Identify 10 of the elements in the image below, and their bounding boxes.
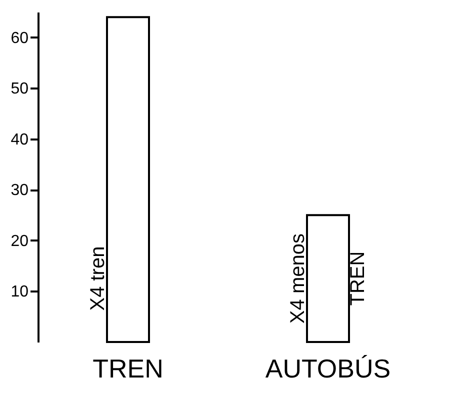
annotation: X4 tren (87, 246, 109, 311)
y-tick-label: 20 (10, 232, 29, 250)
y-tick-label: 10 (10, 284, 29, 301)
x-tick-label: AUTOBÚS (265, 354, 391, 384)
annotation: TREN (347, 251, 369, 306)
annotation: X4 menos (287, 234, 309, 324)
y-tick-label: 60 (10, 30, 29, 47)
y-tick-label: 40 (10, 131, 29, 148)
y-tick-label: 50 (10, 80, 29, 98)
y-tick-label: 30 (10, 182, 29, 200)
